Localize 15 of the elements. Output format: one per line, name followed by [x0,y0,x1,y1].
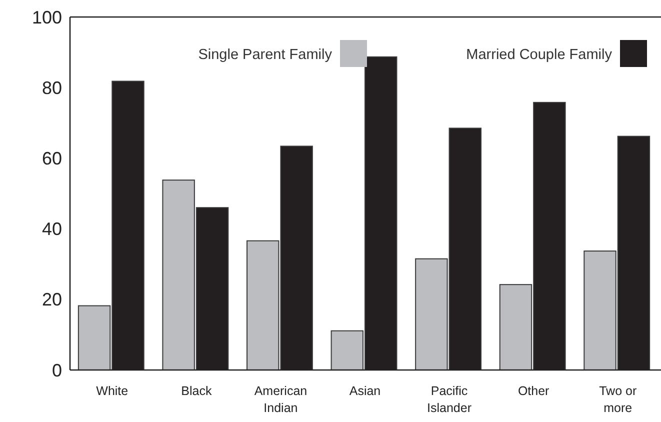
x-tick-label: Pacific Islander [427,384,472,415]
y-tick-label: 80 [42,78,62,98]
y-tick-label: 40 [42,219,62,240]
legend-label: Married Couple Family [466,47,613,64]
x-tick-label: Other [518,384,550,398]
x-tick-label: White [96,384,128,398]
y-tick-label: 0 [52,360,62,380]
x-tick-label: Black [181,384,212,398]
y-tick-label: 60 [42,148,62,168]
x-tick-label: American Indian [254,384,308,415]
legend-label: Single Parent Family [198,47,333,64]
x-tick-label: Asian [349,384,381,398]
y-tick-label: 100 [32,7,62,28]
x-tick-label: Two or more [599,384,637,415]
y-tick-label: 20 [42,290,62,310]
